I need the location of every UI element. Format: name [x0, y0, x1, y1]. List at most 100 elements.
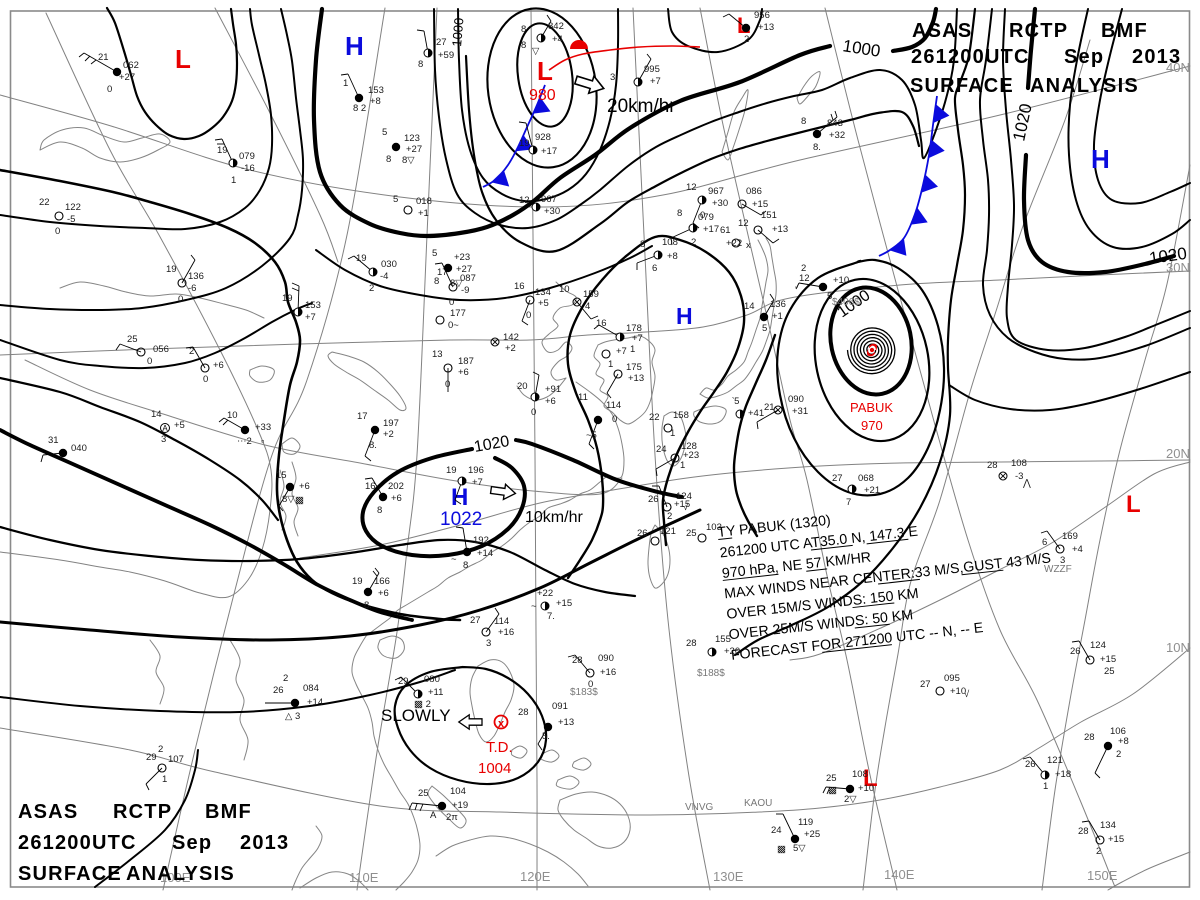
svg-text:20: 20 — [517, 381, 528, 392]
svg-text:4: 4 — [585, 301, 590, 312]
svg-text:123: 123 — [404, 133, 420, 144]
svg-text:25: 25 — [127, 334, 138, 345]
svg-text:19: 19 — [446, 465, 457, 476]
svg-text:△ 3: △ 3 — [285, 711, 300, 722]
svg-text:ASAS: ASAS — [912, 20, 972, 42]
svg-text:+16: +16 — [498, 627, 514, 638]
svg-text:6: 6 — [652, 263, 657, 274]
svg-text:1: 1 — [630, 344, 635, 355]
svg-text:25: 25 — [826, 773, 837, 784]
svg-text:x: x — [498, 718, 505, 730]
svg-text:H: H — [676, 303, 693, 329]
svg-text:+22: +22 — [726, 238, 742, 249]
svg-text:040: 040 — [71, 443, 87, 454]
svg-text:16: 16 — [514, 281, 525, 292]
svg-text:0: 0 — [588, 679, 593, 690]
svg-text:26: 26 — [637, 528, 648, 539]
svg-text:119: 119 — [798, 817, 813, 828]
svg-text:-5: -5 — [67, 214, 75, 225]
svg-text:159: 159 — [583, 289, 599, 300]
svg-text:2: 2 — [283, 673, 288, 684]
svg-text:0: 0 — [203, 374, 208, 385]
svg-text:1: 1 — [1043, 781, 1048, 792]
svg-text:+13: +13 — [558, 717, 574, 728]
svg-text:0: 0 — [178, 294, 183, 305]
svg-text:12: 12 — [738, 218, 749, 229]
svg-text:056: 056 — [153, 344, 169, 355]
svg-text:5: 5 — [432, 248, 437, 259]
svg-text:25: 25 — [418, 788, 429, 799]
svg-text:030: 030 — [381, 259, 397, 270]
svg-text:095: 095 — [944, 673, 960, 684]
svg-text:0: 0 — [55, 226, 60, 237]
svg-text:121: 121 — [1047, 755, 1063, 766]
svg-text:967: 967 — [708, 186, 724, 197]
svg-text:3: 3 — [1060, 555, 1065, 566]
svg-text:H: H — [345, 31, 364, 61]
svg-text:+8: +8 — [667, 251, 678, 262]
svg-text:104: 104 — [450, 786, 466, 797]
svg-text:155: 155 — [715, 634, 731, 645]
svg-text:16: 16 — [596, 318, 607, 329]
svg-text:x: x — [746, 240, 751, 251]
svg-text:843: 843 — [827, 118, 843, 129]
svg-text:BMF: BMF — [205, 801, 252, 823]
svg-text:120E: 120E — [520, 869, 551, 884]
svg-text:928: 928 — [535, 132, 551, 143]
svg-text:142: 142 — [503, 332, 519, 343]
svg-text:27: 27 — [832, 473, 843, 484]
svg-text:+33: +33 — [255, 422, 271, 433]
svg-text:1004: 1004 — [478, 760, 511, 777]
svg-text:26: 26 — [648, 494, 659, 505]
svg-text:15: 15 — [276, 470, 287, 481]
svg-text:2π: 2π — [446, 812, 458, 823]
svg-text:-4: -4 — [380, 271, 388, 282]
svg-text:▩: ▩ — [828, 785, 837, 796]
svg-text:28: 28 — [987, 460, 998, 471]
svg-text:31: 31 — [48, 435, 59, 446]
svg-text:22: 22 — [39, 197, 50, 208]
svg-text:8: 8 — [677, 208, 682, 219]
svg-text:+2: +2 — [383, 429, 394, 440]
svg-text:+15: +15 — [1100, 654, 1116, 665]
svg-text:+8: +8 — [1118, 736, 1129, 747]
svg-text:L: L — [1126, 491, 1141, 518]
svg-text:5.: 5. — [827, 291, 835, 302]
svg-text:+27: +27 — [406, 144, 422, 155]
svg-text:2: 2 — [691, 237, 696, 248]
svg-text:13: 13 — [432, 349, 443, 360]
svg-text:+6: +6 — [458, 367, 469, 378]
svg-text:19: 19 — [217, 145, 228, 156]
svg-text:134: 134 — [1100, 820, 1116, 831]
svg-text:079: 079 — [239, 151, 255, 162]
svg-text:187: 187 — [458, 356, 474, 367]
svg-text:26: 26 — [273, 685, 284, 696]
svg-text:7.: 7. — [547, 611, 555, 622]
svg-text:26: 26 — [1070, 646, 1081, 657]
svg-text:⋯2: ⋯2 — [237, 436, 252, 447]
svg-text:+1: +1 — [418, 208, 429, 219]
svg-text:197: 197 — [383, 418, 399, 429]
svg-text:177: 177 — [450, 308, 466, 319]
svg-text:A: A — [162, 424, 168, 433]
svg-text:-16: -16 — [241, 163, 255, 174]
svg-text:22: 22 — [649, 412, 660, 423]
svg-text:16: 16 — [365, 481, 376, 492]
svg-text:+23: +23 — [454, 252, 470, 263]
svg-text:▩ 2: ▩ 2 — [414, 699, 431, 710]
svg-text:956: 956 — [754, 10, 770, 21]
svg-text:8▽: 8▽ — [282, 494, 295, 505]
svg-text:8: 8 — [434, 276, 439, 287]
svg-text:28: 28 — [572, 655, 583, 666]
svg-text:107: 107 — [168, 754, 184, 765]
svg-text:2013: 2013 — [1132, 46, 1181, 68]
svg-text:19: 19 — [356, 253, 367, 264]
svg-text:140E: 140E — [884, 867, 915, 882]
svg-text:~: ~ — [451, 554, 457, 565]
svg-text:+22: +22 — [537, 588, 553, 599]
svg-text:108: 108 — [662, 237, 678, 248]
svg-text:+6: +6 — [545, 396, 556, 407]
svg-text:1: 1 — [343, 78, 348, 89]
svg-text:1: 1 — [680, 460, 685, 471]
svg-text:8 2: 8 2 — [353, 103, 366, 114]
